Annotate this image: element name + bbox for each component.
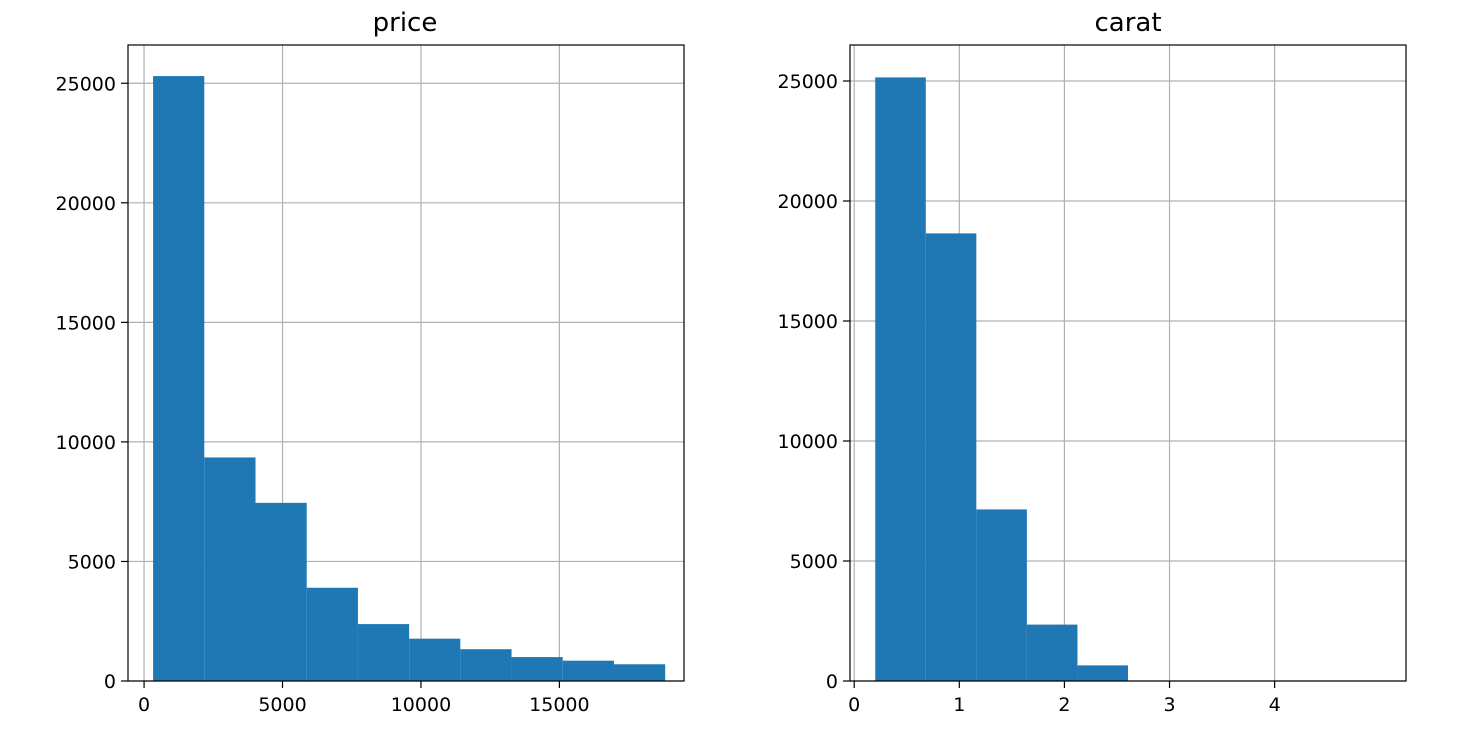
carat-axes-frame	[849, 44, 1407, 682]
price-bar	[613, 664, 666, 681]
carat-x-tick-label: 4	[1269, 694, 1281, 716]
price-axes-frame	[127, 44, 685, 682]
carat-bar	[1077, 665, 1128, 681]
carat-chart-title: carat	[1094, 8, 1161, 38]
price-y-tick-label: 15000	[56, 312, 116, 334]
price-y-ticks: 0 5000 10000 15000 20000 25000	[56, 73, 128, 693]
price-x-tick-label: 5000	[258, 694, 306, 716]
carat-bars	[875, 77, 1128, 681]
price-bar	[306, 587, 358, 681]
price-y-tick-label: 20000	[56, 193, 116, 215]
carat-y-tick-label: 20000	[778, 191, 838, 213]
price-histogram-panel: price 0 5000 10000 15000 0 5000 10000 15000 200…	[56, 8, 685, 716]
price-x-tick-label: 15000	[529, 694, 589, 716]
price-y-tick-label: 10000	[56, 432, 116, 454]
price-x-tick-label: 0	[138, 694, 150, 716]
carat-y-tick-label: 0	[826, 671, 838, 693]
price-x-tick-label: 10000	[391, 694, 451, 716]
carat-x-tick-label: 1	[953, 694, 965, 716]
carat-bar	[976, 509, 1027, 681]
carat-y-tick-label: 10000	[778, 431, 838, 453]
price-bar	[204, 457, 256, 681]
price-y-tick-label: 5000	[68, 551, 116, 573]
price-bar	[357, 624, 410, 681]
carat-y-ticks: 0 5000 10000 15000 20000 25000	[778, 71, 850, 693]
carat-x-tick-label: 2	[1058, 694, 1070, 716]
price-bar	[562, 660, 614, 681]
price-y-tick-label: 25000	[56, 73, 116, 95]
carat-x-tick-label: 3	[1163, 694, 1175, 716]
price-y-tick-label: 0	[104, 671, 116, 693]
carat-x-tick-label: 0	[848, 694, 860, 716]
carat-bar	[875, 77, 926, 681]
price-chart-title: price	[373, 8, 438, 38]
price-bar	[460, 649, 512, 681]
price-bars	[153, 76, 666, 682]
price-bar	[153, 76, 205, 682]
carat-y-tick-label: 15000	[778, 311, 838, 333]
carat-bar	[1026, 624, 1078, 681]
carat-y-tick-label: 25000	[778, 71, 838, 93]
price-bar	[255, 502, 307, 681]
carat-x-ticks: 0 1 2 3 4	[848, 681, 1281, 716]
price-bar	[511, 657, 563, 681]
carat-histogram-panel: carat 0 1 2 3 4 0 5000 10000 15000 20000 25000	[778, 8, 1407, 716]
price-bar	[409, 638, 461, 681]
carat-y-tick-label: 5000	[790, 551, 838, 573]
carat-bar	[925, 233, 977, 681]
price-x-ticks: 0 5000 10000 15000	[138, 681, 590, 716]
